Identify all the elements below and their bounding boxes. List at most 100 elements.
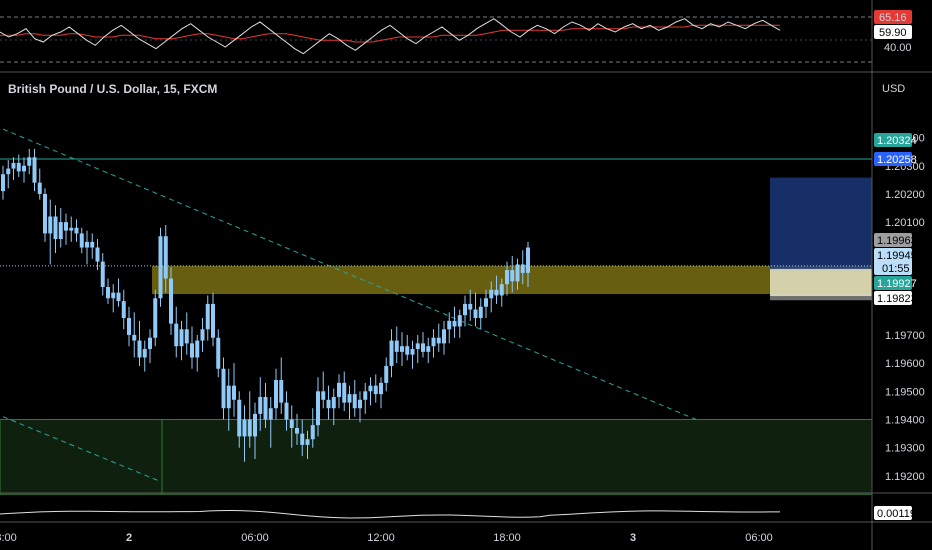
- candle-body: [27, 157, 32, 166]
- candle: [95, 239, 100, 271]
- candle-body: [11, 162, 16, 169]
- target-box: [770, 177, 872, 271]
- candle: [358, 391, 362, 423]
- candle: [337, 374, 341, 409]
- candle: [153, 289, 158, 347]
- candle: [526, 241, 530, 287]
- candle-body: [247, 419, 252, 437]
- candle-body: [111, 292, 116, 299]
- candle: [184, 312, 189, 355]
- candle-body: [331, 396, 336, 409]
- candle: [132, 312, 137, 358]
- time-tick-label: 12:00: [367, 532, 395, 544]
- candle: [116, 278, 121, 307]
- price-tick-label: 1.19400: [885, 415, 925, 427]
- candle-body: [394, 340, 399, 352]
- candle-body: [463, 303, 467, 316]
- candle: [226, 368, 231, 431]
- price-tick-label: 1.19200: [885, 471, 925, 483]
- candle: [289, 405, 294, 448]
- candle: [373, 374, 378, 403]
- candle: [478, 298, 483, 330]
- candle: [242, 405, 247, 462]
- high-badge: [874, 233, 912, 247]
- rsi-line: [0, 18, 781, 55]
- candle-body: [279, 380, 284, 403]
- candle-body: [190, 343, 194, 358]
- candle: [211, 292, 215, 347]
- candle-body: [310, 425, 315, 440]
- candle: [279, 357, 284, 414]
- candle-body: [436, 337, 441, 344]
- candle-body: [489, 289, 494, 299]
- time-tick-label: 18:00: [493, 532, 521, 544]
- candle-body: [363, 391, 368, 400]
- candle-body: [494, 289, 499, 296]
- candle-body: [410, 349, 415, 355]
- candle: [368, 377, 373, 406]
- candle: [43, 188, 47, 242]
- candle: [148, 329, 152, 364]
- lower-value-label: 0.00119: [877, 508, 916, 520]
- candle: [111, 284, 116, 313]
- candle: [300, 419, 305, 457]
- candle-body: [505, 270, 509, 285]
- demand-zone: [0, 419, 873, 495]
- candle: [142, 340, 147, 372]
- price-tick-label: 1.19700: [885, 330, 925, 342]
- candle: [247, 391, 252, 448]
- candle-body: [95, 247, 100, 262]
- candle: [106, 278, 110, 304]
- candle-body: [1, 174, 5, 192]
- candle: [258, 377, 263, 431]
- lower-indicator-pane: [0, 509, 780, 519]
- candle-body: [452, 320, 457, 327]
- candle-body: [106, 286, 110, 299]
- candle-body: [253, 413, 257, 437]
- rsi-value-badge: [874, 10, 912, 24]
- candle: [347, 385, 352, 420]
- stop-badge: [874, 291, 912, 305]
- candle-body: [148, 337, 152, 350]
- candle-body: [347, 394, 352, 403]
- price-tick-label: 1.19600: [885, 358, 925, 370]
- candle-body: [132, 334, 137, 341]
- candle-body: [468, 303, 473, 310]
- candle: [253, 402, 257, 459]
- candle-body: [337, 382, 341, 397]
- candle: [158, 227, 163, 307]
- candle-body: [478, 306, 483, 319]
- candle: [410, 340, 415, 369]
- candle-body: [100, 261, 105, 287]
- candle-body: [499, 284, 504, 296]
- candle-body: [142, 349, 147, 358]
- candle-body: [526, 247, 530, 273]
- candle-body: [295, 427, 299, 434]
- time-axis[interactable]: 18:00 2 06:00 12:00 18:00 3 06:00: [0, 532, 773, 544]
- candle-body: [389, 340, 394, 366]
- candle-body: [211, 303, 215, 338]
- candle: [463, 295, 467, 327]
- symbol-title[interactable]: British Pound / U.S. Dollar, 15, FXCM: [8, 82, 218, 96]
- candle: [90, 233, 95, 259]
- last-price-label: 1.19945: [877, 250, 917, 262]
- lower-value-badge: [874, 506, 912, 520]
- candle: [363, 382, 368, 414]
- candle-body: [116, 292, 121, 302]
- candle: [489, 281, 494, 313]
- candle-body: [368, 385, 373, 392]
- candle-body: [64, 222, 68, 231]
- candle: [22, 157, 26, 183]
- candle: [379, 377, 383, 409]
- candle: [200, 318, 205, 352]
- candle: [494, 275, 499, 304]
- candle-body: [153, 298, 158, 338]
- candle: [237, 391, 242, 448]
- candle: [505, 261, 509, 296]
- candle-body: [405, 346, 410, 355]
- entry-badge: [874, 276, 912, 290]
- candle: [331, 388, 336, 426]
- candle-body: [48, 216, 53, 234]
- time-tick-label: 3: [630, 532, 636, 544]
- candle-body: [179, 329, 184, 347]
